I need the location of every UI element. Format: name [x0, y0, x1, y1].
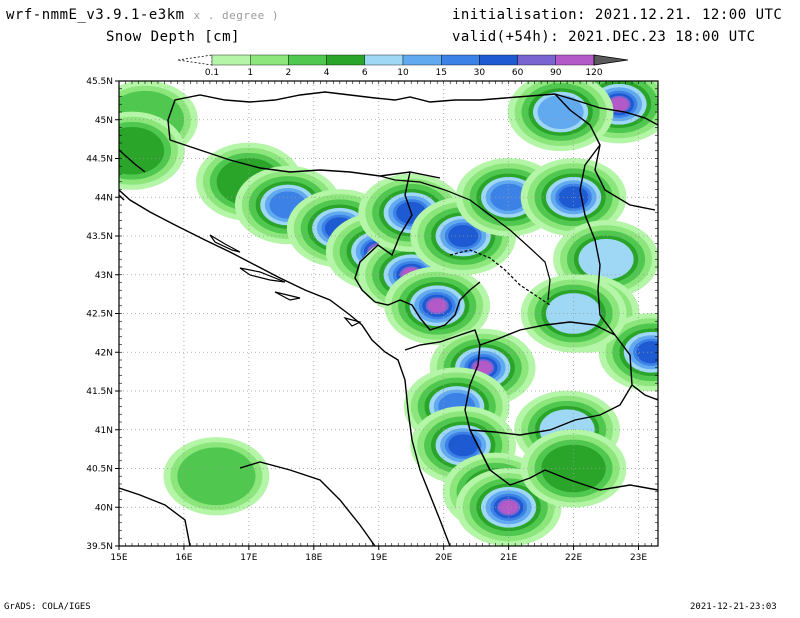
colorbar-cell — [364, 54, 404, 66]
colorbar-label: 120 — [585, 68, 602, 78]
lon-label: 17E — [240, 553, 257, 563]
snow-area-13-level-5 — [537, 95, 584, 129]
border-greece — [469, 384, 658, 486]
colorbar-label: 30 — [474, 68, 486, 78]
lat-label: 40N — [95, 503, 113, 513]
colorbar-label: 90 — [550, 68, 562, 78]
lat-label: 42N — [95, 348, 113, 358]
lat-label: 45N — [95, 116, 113, 126]
model-name: wrf-nmmE_v3.9.1-e3km — [6, 7, 185, 23]
lat-label: 43N — [95, 271, 113, 281]
border-montenegro — [374, 281, 481, 331]
lon-label: 20E — [435, 553, 452, 563]
snow-area-12-level-9 — [609, 97, 629, 112]
coastline-greece — [544, 469, 658, 491]
border-north — [167, 91, 556, 141]
lat-label: 43.5N — [86, 232, 113, 242]
colorbar-cell — [326, 54, 366, 66]
grid-lines — [119, 81, 658, 546]
island-2 — [239, 267, 286, 283]
colorbar-cell — [402, 54, 442, 66]
border-romania — [554, 93, 658, 126]
lon-label: 16E — [175, 553, 192, 563]
lon-label: 19E — [370, 553, 387, 563]
snow-area-14-level-4 — [578, 238, 634, 280]
model-subtitle: x . degree ) — [193, 9, 279, 22]
lat-label: 39.5N — [86, 542, 113, 552]
colorbar-cell — [211, 54, 251, 66]
lat-label: 42.5N — [86, 310, 113, 320]
variable-title: Snow Depth [cm] — [106, 29, 240, 45]
border-bosnia-east — [354, 171, 413, 303]
colorbar-label: 10 — [397, 68, 409, 78]
colorbar-cell — [441, 54, 480, 66]
lon-label: 23E — [630, 553, 647, 563]
border-north-macedonia — [469, 321, 633, 436]
colorbar-cell — [517, 54, 557, 66]
colorbar-cell — [288, 54, 327, 66]
colorbar-label: 4 — [324, 68, 330, 78]
colorbar-label: 2 — [286, 68, 292, 78]
border-kosovo — [449, 249, 551, 306]
longitude-axis: 15E 16E 17E 18E 19E 20E 21E 22E 23E — [110, 81, 652, 563]
colorbar-cell — [555, 54, 595, 66]
snow-area-23-level-3 — [541, 444, 606, 493]
snow-area-19-level-7 — [448, 434, 479, 457]
coastline-italy — [119, 461, 376, 546]
snow-area-1-level-3 — [119, 126, 165, 175]
snow-depth-fill — [119, 81, 658, 546]
colorbar-right-arrow — [593, 54, 628, 66]
lat-label: 41.5N — [86, 387, 113, 397]
colorbar-labels: 0.1 1 2 4 6 10 15 30 60 90 120 — [205, 68, 603, 78]
model-title: wrf-nmmE_v3.9.1-e3km x . degree ) — [6, 7, 279, 23]
snow-area-24-level-2 — [177, 447, 256, 506]
timestamp-text: 2021-12-21-23:03 — [690, 602, 777, 612]
lon-label: 18E — [305, 553, 322, 563]
border-sava — [169, 139, 441, 179]
colorbar-left-arrow — [178, 54, 213, 66]
colorbar: 0.1 1 2 4 6 10 15 30 60 90 120 — [178, 54, 628, 78]
credit-text: GrADS: COLA/IGES — [4, 602, 91, 612]
snow-area-21-level-9 — [499, 500, 518, 515]
colorbar-cells — [211, 54, 595, 66]
lat-label: 40.5N — [86, 465, 113, 475]
lat-label: 44.5N — [86, 155, 113, 165]
border-dinaric — [379, 175, 551, 301]
lon-label: 15E — [110, 553, 127, 563]
lat-label: 45.5N — [86, 77, 113, 87]
colorbar-label: 6 — [362, 68, 368, 78]
lat-label: 44N — [95, 193, 113, 203]
colorbar-label: 1 — [247, 68, 253, 78]
border-serbia-bulgaria — [554, 93, 656, 336]
coastlines-borders — [119, 91, 658, 546]
initialisation-time: initialisation: 2021.12.21. 12:00 UTC — [452, 7, 783, 23]
snow-area-7-level-9 — [428, 298, 447, 313]
island-1 — [209, 234, 241, 253]
valid-time: valid(+54h): 2021.DEC.23 18:00 UTC — [452, 29, 756, 45]
lat-label: 41N — [95, 426, 113, 436]
latitude-axis: 45.5N 45N 44.5N 44N 43.5N 43N 42.5N 42N 41.5N 41N… — [86, 77, 658, 552]
colorbar-label: 60 — [512, 68, 524, 78]
lon-label: 21E — [500, 553, 517, 563]
colorbar-label: 0.1 — [205, 68, 219, 78]
colorbar-cell — [479, 54, 518, 66]
island-3 — [274, 291, 362, 327]
coastline-adriatic-east — [119, 189, 451, 546]
lon-label: 22E — [565, 553, 582, 563]
colorbar-cell — [249, 54, 289, 66]
colorbar-label: 15 — [435, 68, 446, 78]
